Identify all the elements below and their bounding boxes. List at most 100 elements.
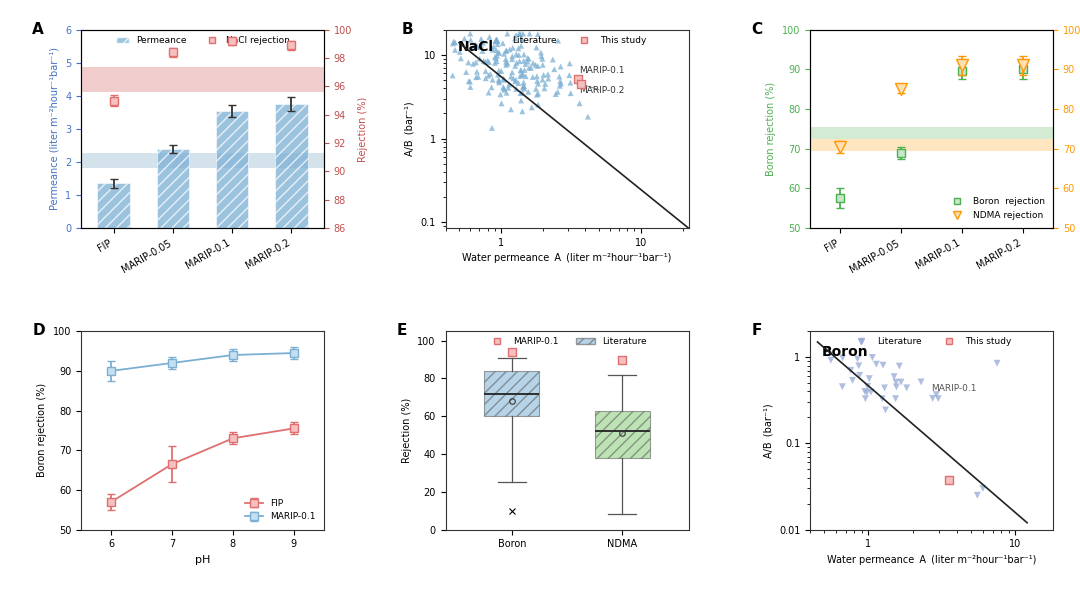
Point	[444, 39, 461, 48]
Point	[529, 61, 546, 71]
Point	[510, 79, 527, 88]
Point	[534, 54, 551, 64]
Point	[561, 70, 578, 80]
Y-axis label: Boron rejection (%): Boron rejection (%)	[767, 82, 777, 176]
Text: C: C	[752, 22, 762, 37]
Point	[552, 77, 569, 86]
Point	[859, 381, 876, 391]
Y-axis label: Boron rejection (%): Boron rejection (%)	[38, 383, 48, 477]
Point	[521, 54, 538, 64]
PathPatch shape	[484, 371, 539, 416]
Legend: Permeance, NaCl rejection: Permeance, NaCl rejection	[112, 32, 293, 49]
Point	[517, 71, 535, 81]
Point	[544, 55, 562, 64]
Text: Boron: Boron	[822, 345, 868, 359]
Point	[540, 74, 557, 83]
Point	[503, 54, 521, 64]
Point	[507, 61, 524, 71]
Legend: Literature, This study: Literature, This study	[848, 334, 1015, 350]
Bar	[81, 153, 324, 168]
Point	[562, 78, 579, 87]
X-axis label: pH: pH	[194, 555, 211, 565]
Point	[470, 72, 487, 82]
Point	[498, 88, 515, 98]
Point	[818, 346, 835, 355]
Point	[562, 89, 579, 98]
Point	[488, 51, 505, 61]
Text: MARIP-0.1: MARIP-0.1	[578, 67, 624, 79]
Point	[502, 72, 519, 82]
Point	[511, 29, 528, 38]
Text: B: B	[402, 22, 414, 37]
Point	[528, 43, 545, 52]
Text: F: F	[752, 323, 762, 339]
Point	[508, 30, 525, 40]
Point	[527, 84, 544, 93]
X-axis label: Water permeance  A  (liter m⁻²hour⁻¹bar⁻¹): Water permeance A (liter m⁻²hour⁻¹bar⁻¹)	[827, 555, 1036, 565]
Point	[503, 51, 521, 61]
Point	[487, 54, 504, 63]
Point	[513, 96, 530, 105]
Point	[499, 59, 516, 68]
Point	[468, 58, 485, 67]
Point	[514, 69, 531, 79]
Point	[834, 353, 851, 362]
Point	[498, 46, 515, 56]
Point	[514, 107, 531, 116]
Point	[513, 35, 530, 45]
Point	[529, 29, 546, 39]
Point	[483, 83, 500, 92]
Point	[502, 105, 519, 114]
Text: A: A	[32, 22, 44, 37]
Point	[974, 484, 991, 493]
Point	[489, 48, 507, 57]
Point	[849, 354, 866, 364]
Point	[481, 57, 498, 67]
Point	[511, 57, 528, 66]
Point	[988, 358, 1005, 368]
Point	[480, 56, 497, 65]
Point	[532, 52, 550, 61]
Point	[504, 74, 522, 83]
Point	[492, 99, 510, 108]
Point	[519, 87, 537, 96]
Point	[891, 361, 908, 371]
Point	[521, 29, 538, 38]
Point	[508, 58, 525, 68]
Point	[535, 70, 552, 80]
Text: NaCl: NaCl	[458, 40, 494, 54]
Point	[468, 73, 485, 82]
Point	[569, 74, 586, 83]
Point	[496, 85, 513, 95]
Point	[876, 383, 893, 393]
Point	[480, 88, 497, 98]
Point	[498, 60, 515, 70]
Point	[486, 52, 503, 62]
Point	[862, 387, 879, 397]
Point	[512, 41, 529, 51]
Point	[446, 45, 463, 55]
Text: D: D	[32, 323, 45, 339]
Legend: FIP, MARIP-0.1: FIP, MARIP-0.1	[242, 495, 320, 525]
Point	[892, 377, 909, 387]
Point	[484, 45, 501, 55]
Point	[472, 40, 489, 50]
Point	[490, 75, 508, 84]
Legend: MARIP-0.1, Literature: MARIP-0.1, Literature	[484, 334, 650, 350]
Point	[490, 76, 508, 86]
Point	[549, 87, 566, 96]
Point	[886, 372, 903, 381]
Point	[924, 394, 942, 403]
Point	[469, 42, 486, 51]
Point	[535, 60, 552, 70]
Point	[486, 58, 503, 68]
Point	[536, 83, 553, 93]
Point	[483, 123, 500, 133]
Point	[550, 36, 567, 45]
Point	[504, 43, 522, 52]
Point	[512, 71, 529, 81]
Bar	[216, 111, 248, 228]
Y-axis label: A/B  (bar⁻¹): A/B (bar⁻¹)	[764, 403, 773, 458]
Point	[474, 38, 491, 48]
Point	[834, 382, 851, 392]
